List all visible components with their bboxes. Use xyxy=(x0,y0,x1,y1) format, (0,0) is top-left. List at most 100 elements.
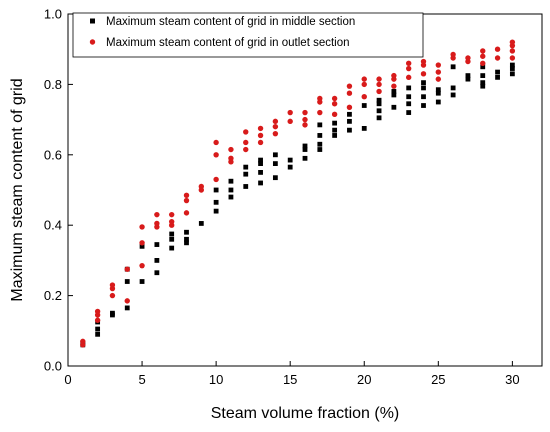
outlet-section-point xyxy=(213,139,219,146)
outlet-section-point xyxy=(376,81,382,88)
middle-section-point xyxy=(258,157,263,163)
x-tick-label: 15 xyxy=(283,372,297,387)
middle-section-point xyxy=(110,312,115,318)
legend-label-outlet: Maximum steam content of grid in outlet … xyxy=(106,37,350,49)
outlet-section-point xyxy=(272,118,279,125)
middle-section-point xyxy=(391,92,397,98)
middle-section-point xyxy=(258,161,263,166)
outlet-section-point xyxy=(480,60,486,66)
outlet-section-point xyxy=(435,62,442,68)
outlet-section-point xyxy=(228,155,234,162)
outlet-section-point xyxy=(243,129,249,135)
outlet-section-point xyxy=(243,139,249,146)
y-tick-label: 1.0 xyxy=(44,7,62,22)
middle-section-point xyxy=(361,103,367,108)
x-tick-label: 30 xyxy=(505,372,519,387)
middle-section-point xyxy=(450,85,456,91)
outlet-section-point xyxy=(94,308,101,315)
middle-section-point xyxy=(332,127,338,133)
x-axis-title: Steam volume fraction (%) xyxy=(211,405,400,422)
outlet-section-point xyxy=(302,116,308,123)
outlet-section-point xyxy=(257,125,264,132)
outlet-section-point xyxy=(480,53,486,59)
middle-section-point xyxy=(95,326,101,332)
middle-section-point xyxy=(450,92,456,98)
outlet-section-point xyxy=(331,101,338,107)
middle-section-point xyxy=(421,80,426,86)
middle-section-point xyxy=(302,155,308,161)
middle-section-point xyxy=(509,66,515,71)
middle-section-point xyxy=(139,279,145,284)
outlet-section-point xyxy=(124,298,130,304)
outlet-section-point xyxy=(139,240,145,246)
x-tick-label: 10 xyxy=(209,372,223,387)
middle-section-point xyxy=(435,99,441,105)
middle-section-point xyxy=(421,85,426,91)
outlet-section-point xyxy=(376,76,382,82)
middle-section-point xyxy=(169,231,175,237)
outlet-section-point xyxy=(183,197,190,204)
middle-section-point xyxy=(391,104,397,110)
outlet-section-point xyxy=(272,130,279,137)
middle-section-point xyxy=(480,80,486,86)
outlet-section-point xyxy=(331,111,338,118)
middle-section-point xyxy=(406,101,412,107)
y-tick-label: 0.2 xyxy=(44,288,62,303)
middle-section-point xyxy=(258,170,263,175)
middle-section-point xyxy=(243,184,249,189)
outlet-section-point xyxy=(154,211,160,218)
middle-section-point xyxy=(347,111,352,117)
middle-section-point xyxy=(480,73,486,78)
middle-section-point xyxy=(258,180,263,186)
middle-section-point xyxy=(302,147,308,152)
middle-section-point xyxy=(376,101,382,107)
middle-section-point xyxy=(184,240,189,246)
outlet-section-point xyxy=(361,94,367,100)
middle-section-point xyxy=(95,331,101,337)
y-tick-label: 0.4 xyxy=(44,218,62,233)
outlet-section-point xyxy=(154,220,160,227)
middle-section-point xyxy=(213,199,219,205)
x-tick-label: 20 xyxy=(357,372,371,387)
outlet-section-point xyxy=(287,109,293,116)
middle-section-point xyxy=(465,73,471,78)
y-tick-label: 0.6 xyxy=(44,147,62,162)
middle-section-point xyxy=(465,76,471,82)
middle-section-point xyxy=(450,64,456,70)
outlet-section-point xyxy=(346,104,353,110)
middle-section-point xyxy=(317,122,323,128)
middle-section-point xyxy=(272,161,278,166)
outlet-section-point xyxy=(361,81,367,88)
outlet-section-point xyxy=(213,176,219,183)
outlet-section-point xyxy=(80,342,86,348)
outlet-section-point xyxy=(287,118,293,125)
middle-section-point xyxy=(213,208,219,214)
outlet-section-point xyxy=(405,74,412,81)
middle-section-point xyxy=(421,103,426,108)
middle-section-point xyxy=(272,152,278,158)
middle-section-point xyxy=(435,87,441,93)
middle-section-point xyxy=(347,118,352,124)
outlet-section-point xyxy=(302,109,308,116)
legend-marker-middle xyxy=(90,18,95,24)
outlet-section-point xyxy=(317,95,323,102)
outlet-section-point xyxy=(317,109,323,116)
x-axis: 0 5 10 15 20 25 30 xyxy=(64,361,520,387)
legend-marker-outlet xyxy=(89,39,96,45)
middle-section-point xyxy=(332,120,338,126)
middle-section-point xyxy=(376,115,382,121)
middle-section-point xyxy=(154,242,160,247)
outlet-section-point xyxy=(346,83,353,89)
middle-section-point xyxy=(495,69,500,75)
middle-section-point xyxy=(124,279,130,284)
middle-section-point xyxy=(406,94,412,100)
middle-section-point xyxy=(347,127,352,133)
outlet-section-point xyxy=(376,88,382,95)
middle-section-point xyxy=(272,175,278,181)
outlet-section-point xyxy=(450,51,456,58)
outlet-section-point xyxy=(183,192,190,198)
outlet-section-point xyxy=(168,218,175,225)
outlet-section-point xyxy=(257,139,264,146)
outlet-section-point xyxy=(346,90,353,96)
